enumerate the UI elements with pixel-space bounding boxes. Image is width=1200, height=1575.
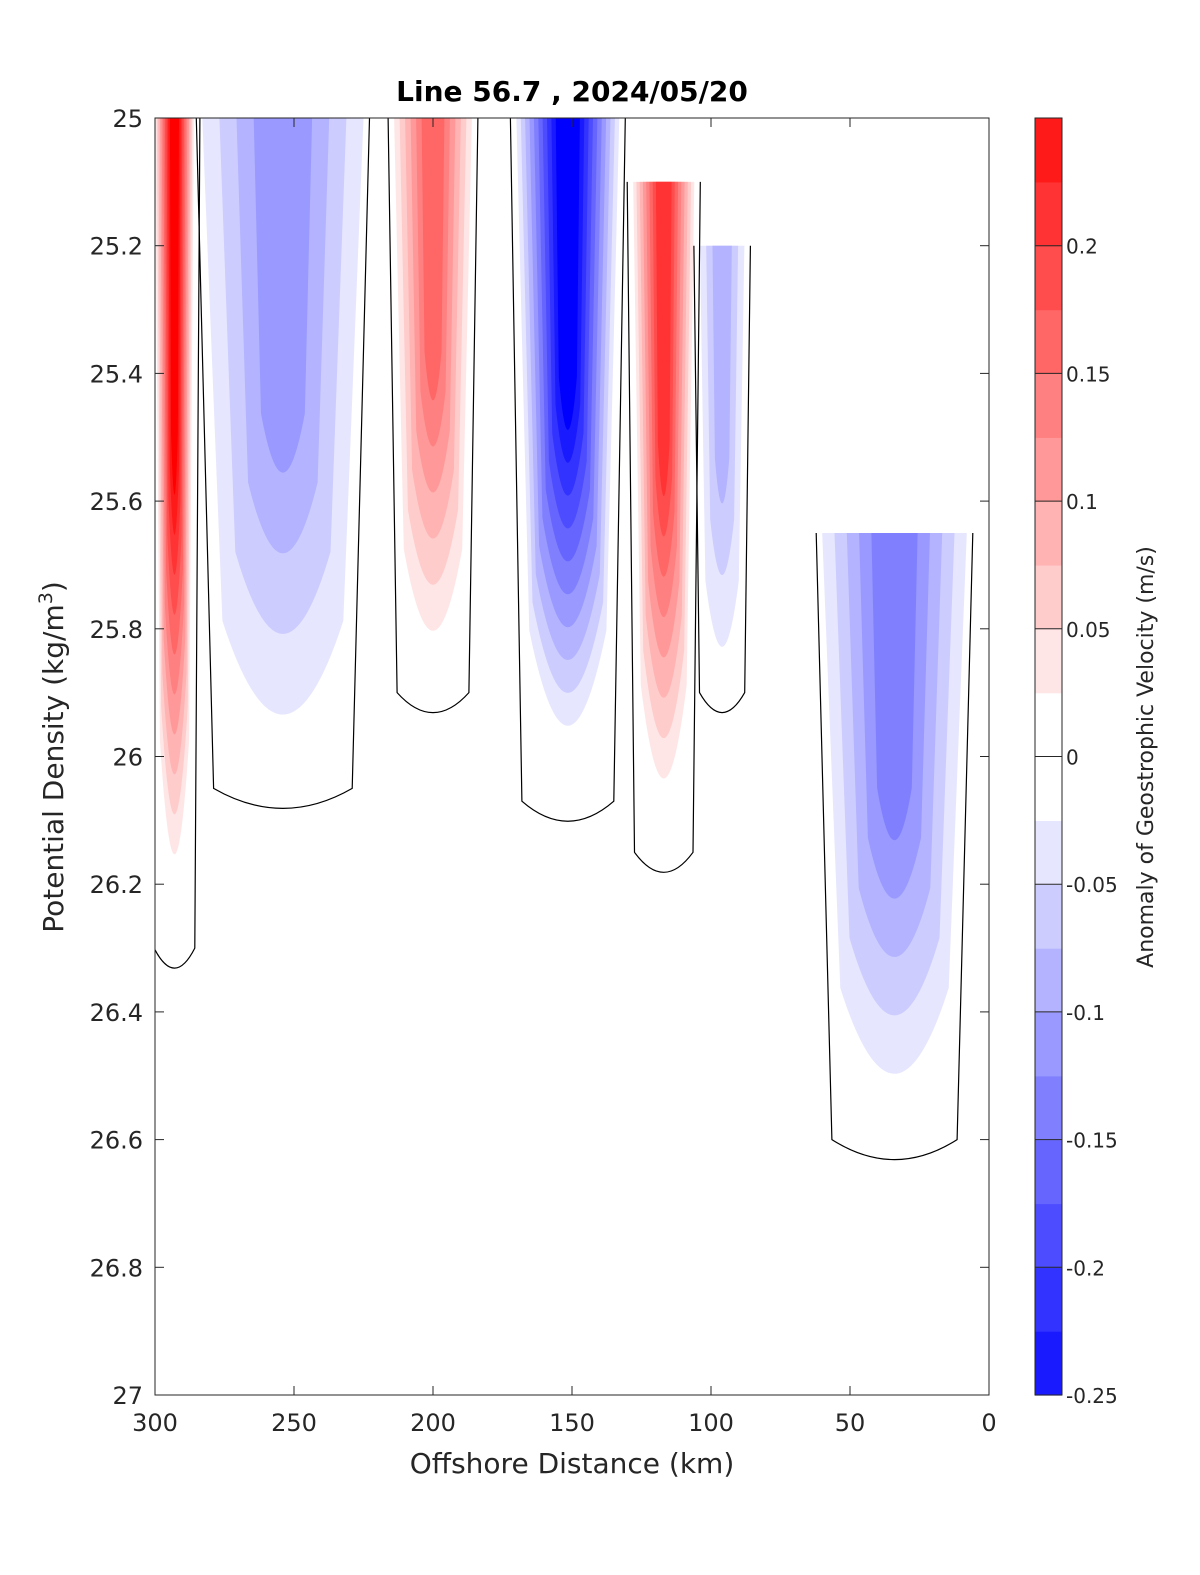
velocity-fill-level bbox=[169, 118, 179, 495]
y-axis-title-tail: ) bbox=[37, 581, 70, 592]
y-tick-label: 27 bbox=[112, 1382, 143, 1410]
chart-title: Line 56.7 , 2024/05/20 bbox=[396, 75, 748, 108]
y-tick-label: 25 bbox=[112, 105, 143, 133]
colorbar-band bbox=[1035, 437, 1062, 502]
colorbar-tick-label: -0.05 bbox=[1066, 873, 1118, 897]
velocity-patch bbox=[394, 118, 472, 631]
zero-contour-line bbox=[626, 181, 701, 873]
colorbar-band bbox=[1035, 1075, 1062, 1141]
colorbar-tick-label: 0 bbox=[1066, 746, 1079, 770]
y-tick-label: 25.8 bbox=[90, 616, 143, 644]
y-axis-title-superscript: 3 bbox=[35, 592, 57, 604]
colorbar-band bbox=[1035, 1203, 1062, 1268]
zero-contour-line bbox=[815, 532, 974, 1161]
x-tick-label: 100 bbox=[688, 1409, 734, 1437]
x-axis-title: Offshore Distance (km) bbox=[410, 1447, 735, 1480]
colorbar-band bbox=[1035, 565, 1062, 630]
colorbar-band bbox=[1035, 884, 1062, 949]
x-tick-label: 200 bbox=[410, 1409, 456, 1437]
colorbar-band bbox=[1035, 1011, 1062, 1077]
y-axis-title: Potential Density (kg/m3) bbox=[35, 581, 70, 933]
colorbar-band bbox=[1035, 820, 1062, 885]
x-tick-label: 250 bbox=[271, 1409, 317, 1437]
y-tick-label: 26.6 bbox=[90, 1127, 143, 1155]
colorbar-band bbox=[1035, 181, 1062, 247]
zero-contour-line bbox=[387, 118, 479, 714]
colorbar-tick-label: -0.15 bbox=[1066, 1129, 1118, 1153]
velocity-patch bbox=[633, 181, 695, 779]
zero-contour-line bbox=[509, 118, 626, 822]
colorbar-tick-label: 0.05 bbox=[1066, 618, 1111, 642]
colorbar-band bbox=[1035, 373, 1062, 438]
colorbar-title: Anomaly of Geostrophic Velocity (m/s) bbox=[1134, 546, 1159, 968]
colorbar-tick-label: -0.25 bbox=[1066, 1384, 1118, 1408]
zero-contour-line bbox=[195, 118, 371, 809]
colorbar-tick-label: 0.1 bbox=[1066, 490, 1098, 514]
colorbar-tick-label: -0.1 bbox=[1066, 1001, 1105, 1025]
y-tick-label: 25.2 bbox=[90, 233, 143, 261]
colorbar-band bbox=[1035, 309, 1062, 374]
velocity-patch bbox=[822, 533, 967, 1074]
colorbar-band bbox=[1035, 501, 1062, 566]
colorbar-band bbox=[1035, 1267, 1062, 1332]
colorbar-band bbox=[1035, 948, 1062, 1013]
y-axis-title-main: Potential Density (kg/m bbox=[37, 604, 70, 933]
y-tick-label: 25.6 bbox=[90, 488, 143, 516]
y-tick-label: 26.4 bbox=[90, 999, 143, 1027]
velocity-fill-level bbox=[712, 245, 732, 504]
y-tick-label: 26 bbox=[112, 744, 143, 772]
colorbar-tick-label: 0.15 bbox=[1066, 362, 1111, 386]
colorbar: -0.25 -0.2 -0.15 -0.1 -0.05 0 0.05 0.1 0.15 0.2 bbox=[1034, 117, 1118, 1408]
colorbar-band bbox=[1035, 1139, 1062, 1205]
colorbar-band bbox=[1035, 1331, 1062, 1396]
velocity-fill-level bbox=[655, 181, 672, 497]
velocity-patch bbox=[202, 118, 364, 715]
zero-contour-line bbox=[155, 118, 201, 969]
x-tick-label: 150 bbox=[549, 1409, 595, 1437]
colorbar-tick-label: 0.2 bbox=[1066, 235, 1098, 259]
y-tick-label: 26.8 bbox=[90, 1254, 143, 1282]
colorbar-tick-label: -0.2 bbox=[1066, 1256, 1105, 1280]
x-tick-label: 300 bbox=[132, 1409, 178, 1437]
zero-contour-line bbox=[693, 245, 751, 713]
y-tick-label: 26.2 bbox=[90, 871, 143, 899]
velocity-patch bbox=[699, 245, 745, 647]
colorbar-band bbox=[1035, 628, 1062, 694]
colorbar-band bbox=[1035, 118, 1062, 183]
velocity-fill-level bbox=[871, 533, 918, 841]
y-tick-label: 25.4 bbox=[90, 360, 143, 388]
velocity-fill-level bbox=[555, 118, 580, 430]
colorbar-band bbox=[1035, 245, 1062, 311]
velocity-patch bbox=[516, 118, 620, 726]
velocity-fill-level bbox=[421, 118, 445, 401]
velocity-patch bbox=[155, 118, 194, 855]
x-tick-label: 0 bbox=[981, 1409, 996, 1437]
x-tick-label: 50 bbox=[835, 1409, 866, 1437]
velocity-fill-level bbox=[253, 118, 313, 473]
